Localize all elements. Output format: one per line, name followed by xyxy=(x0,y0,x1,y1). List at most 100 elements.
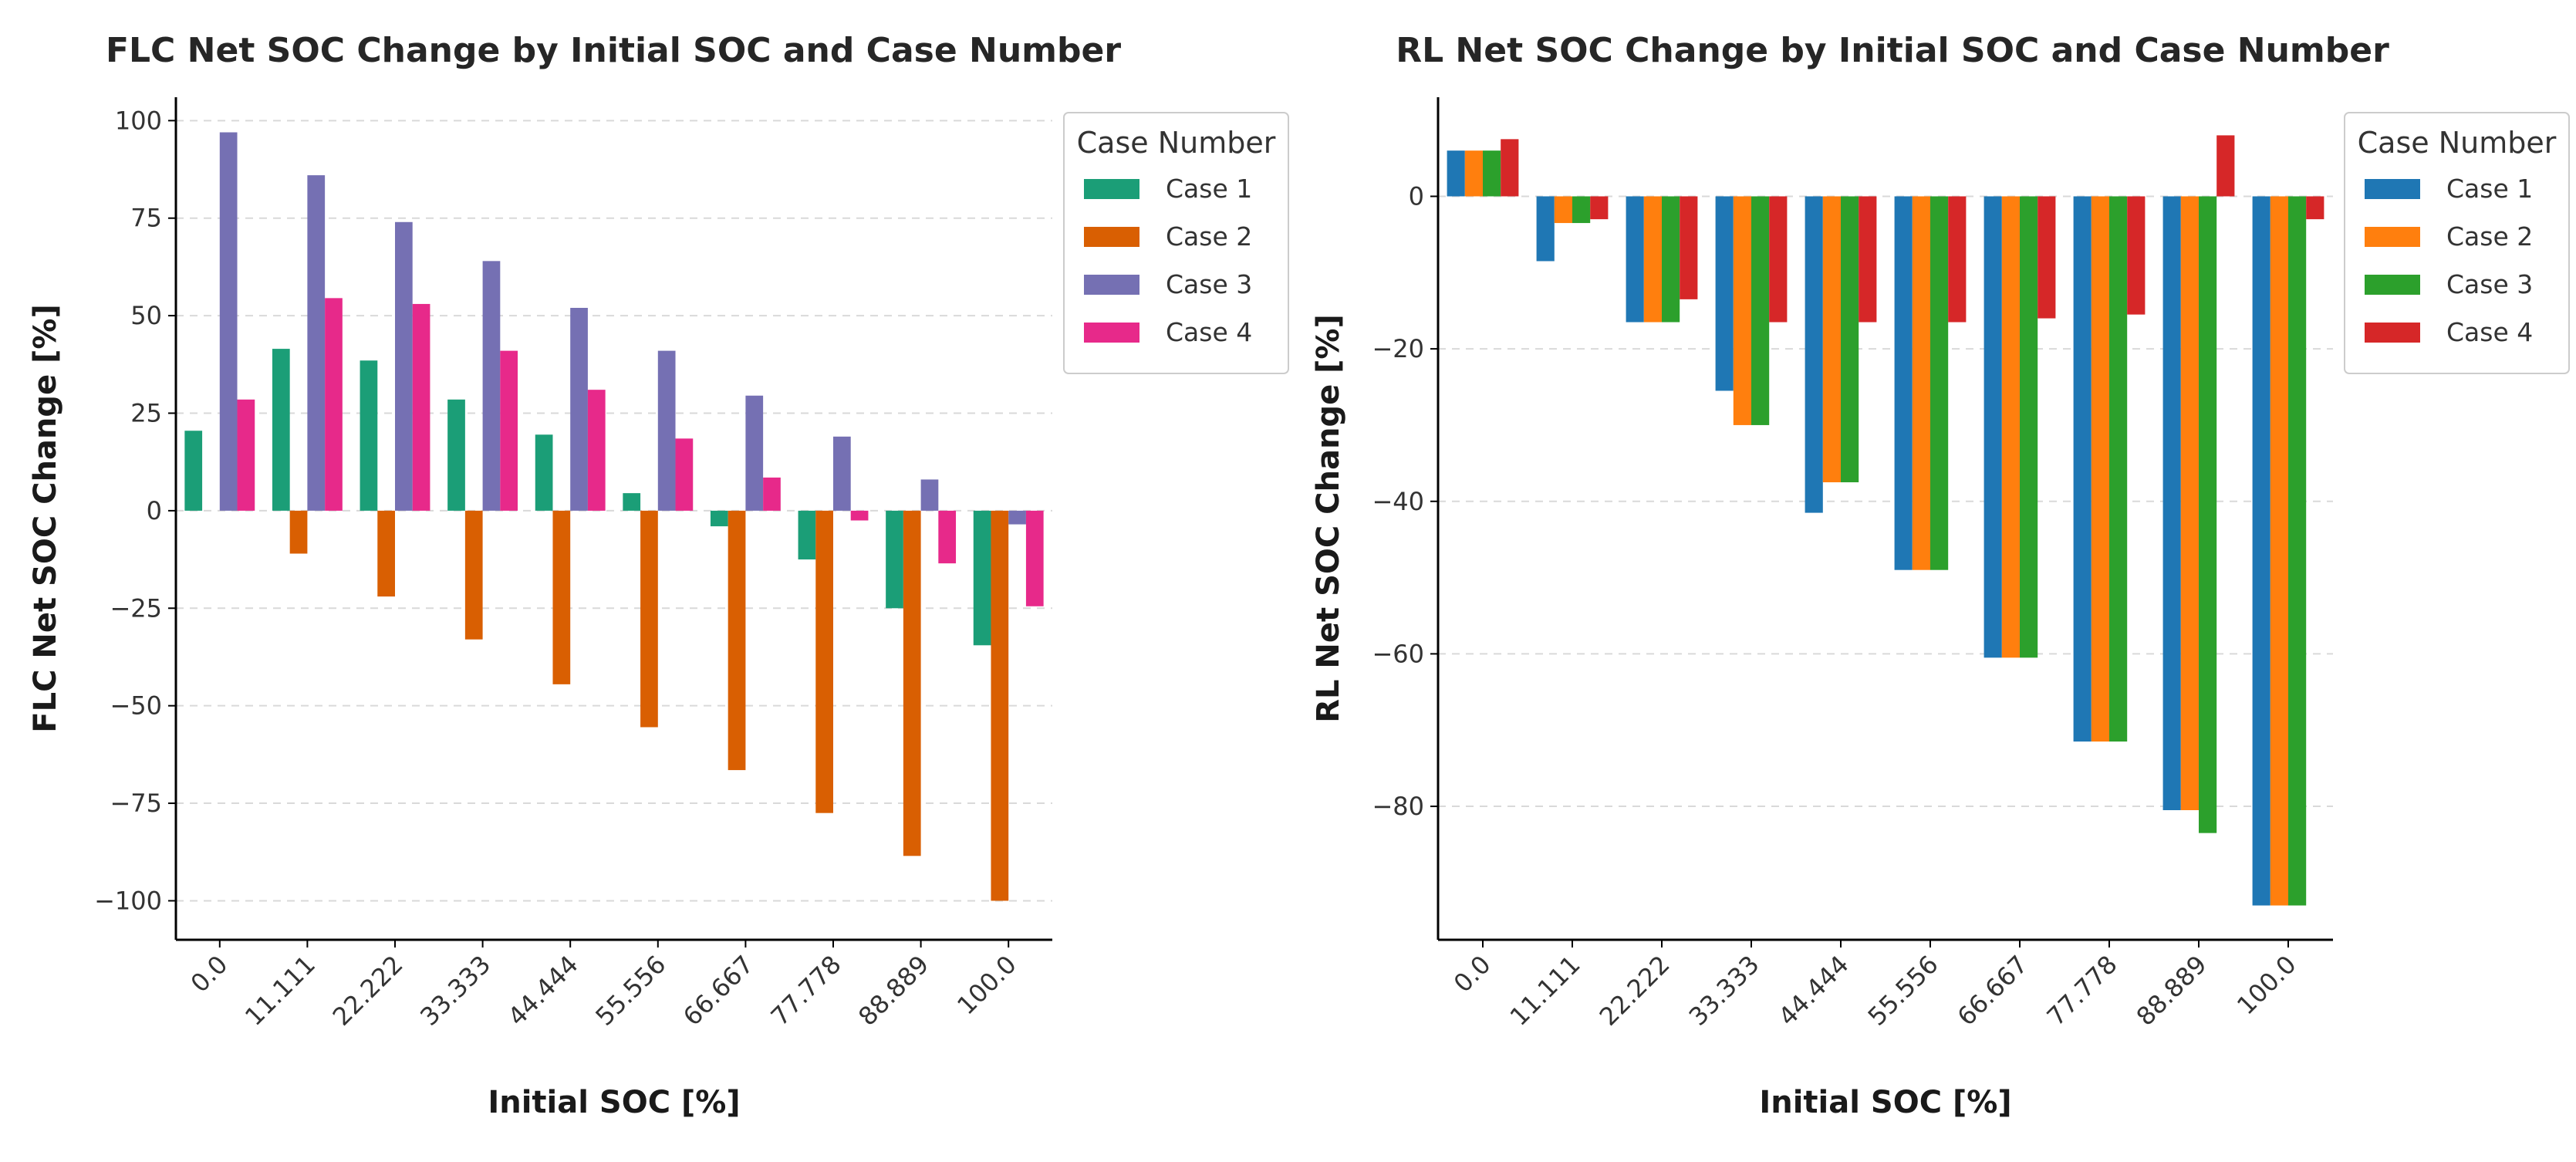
legend-frame xyxy=(2344,112,2570,374)
x-tick-label-7: 77.778 xyxy=(765,950,847,1032)
x-tick-label-3: 33.333 xyxy=(1683,950,1765,1032)
bar-case-2-7 xyxy=(815,510,833,813)
bar-case-1-3 xyxy=(1715,196,1734,391)
bar-case-4-3 xyxy=(1769,196,1788,323)
bar-case-1-7 xyxy=(798,510,816,560)
bar-case-3-9 xyxy=(1008,510,1026,525)
x-tick-label-4: 44.444 xyxy=(1773,950,1855,1032)
bar-case-2-2 xyxy=(1643,196,1662,323)
bar-case-4-4 xyxy=(587,390,606,511)
x-tick-label-0: 0.0 xyxy=(185,950,234,998)
chart-title: RL Net SOC Change by Initial SOC and Cas… xyxy=(1396,31,2389,70)
bar-case-1-5 xyxy=(623,493,641,511)
x-tick-label-1: 11.111 xyxy=(239,950,321,1032)
bar-case-4-8 xyxy=(938,510,957,564)
bar-case-3-7 xyxy=(833,436,851,511)
bar-case-3-7 xyxy=(2109,196,2128,742)
y-tick-label-3: −60 xyxy=(1372,639,1424,668)
bar-case-3-4 xyxy=(1841,196,1859,483)
x-axis-label: Initial SOC [%] xyxy=(488,1085,740,1120)
chart-title: FLC Net SOC Change by Initial SOC and Ca… xyxy=(106,31,1121,70)
bar-case-2-5 xyxy=(1912,196,1930,570)
y-tick-label-5: −25 xyxy=(110,593,162,623)
bar-case-4-2 xyxy=(412,303,430,511)
bar-case-1-7 xyxy=(2073,196,2092,742)
x-tick-label-8: 88.889 xyxy=(2131,950,2213,1032)
bar-case-2-3 xyxy=(1733,196,1751,425)
x-tick-label-0: 0.0 xyxy=(1448,950,1497,998)
bar-case-2-7 xyxy=(2091,196,2109,742)
bar-case-4-4 xyxy=(1859,196,1877,323)
bar-case-2-2 xyxy=(377,510,395,597)
x-tick-label-2: 22.222 xyxy=(327,950,409,1032)
bar-case-3-0 xyxy=(1483,150,1501,197)
bar-case-4-1 xyxy=(325,298,343,511)
bar-case-1-1 xyxy=(1536,196,1555,262)
bar-case-2-9 xyxy=(991,510,1009,901)
bar-case-3-8 xyxy=(2199,196,2217,833)
x-tick-label-5: 55.556 xyxy=(1862,950,1944,1032)
legend-swatch-3 xyxy=(1084,275,1139,295)
legend-label-2: Case 2 xyxy=(2446,221,2533,252)
bar-case-1-8 xyxy=(886,510,903,609)
bar-case-3-9 xyxy=(2288,196,2307,906)
bar-case-4-7 xyxy=(2127,196,2146,315)
bar-case-4-7 xyxy=(850,510,869,521)
y-tick-label-7: −75 xyxy=(110,789,162,818)
x-tick-label-9: 100.0 xyxy=(951,950,1022,1021)
bar-case-2-3 xyxy=(464,510,483,640)
bar-case-4-6 xyxy=(2038,196,2056,319)
bar-case-3-5 xyxy=(657,350,676,511)
bar-case-3-8 xyxy=(920,479,939,511)
bar-case-4-1 xyxy=(1590,196,1609,220)
legend-label-4: Case 4 xyxy=(1166,317,1252,347)
y-tick-label-3: 25 xyxy=(130,399,162,428)
y-tick-label-1: −20 xyxy=(1372,334,1424,363)
rl-chart: 0 −20 −40 −60 −80 0.0 11.111 22.222 33.333 44.444… xyxy=(1311,31,2570,1120)
x-axis-label: Initial SOC [%] xyxy=(1759,1085,2011,1120)
bar-case-2-4 xyxy=(552,510,571,684)
bar-case-1-9 xyxy=(2252,196,2270,906)
legend-swatch-1 xyxy=(1084,179,1139,199)
bar-case-3-3 xyxy=(1751,196,1770,425)
y-tick-label-2: 50 xyxy=(130,301,162,330)
y-tick-label-1: 75 xyxy=(130,204,162,233)
legend-swatch-4 xyxy=(2365,323,2420,343)
x-tick-label-1: 11.111 xyxy=(1504,950,1586,1032)
bar-case-1-6 xyxy=(710,510,728,527)
bar-case-2-1 xyxy=(1554,196,1572,224)
x-tick-label-9: 100.0 xyxy=(2231,950,2302,1021)
legend-label-4: Case 4 xyxy=(2446,317,2533,347)
bar-case-2-8 xyxy=(2180,196,2199,810)
y-tick-label-6: −50 xyxy=(110,691,162,721)
bar-case-3-2 xyxy=(395,221,413,511)
legend-label-2: Case 2 xyxy=(1166,221,1252,252)
legend-label-1: Case 1 xyxy=(1166,174,1252,204)
y-tick-label-2: −40 xyxy=(1372,487,1424,516)
bar-case-4-0 xyxy=(237,399,255,511)
bar-case-2-8 xyxy=(903,510,921,856)
bar-case-2-5 xyxy=(640,510,658,728)
bar-case-2-1 xyxy=(289,510,308,554)
x-tick-label-2: 22.222 xyxy=(1594,950,1676,1032)
flc-chart: 100 75 50 25 0 −25 −50 −75 −100 0.0 11.111 22.222 33… xyxy=(28,31,1289,1120)
bar-case-1-2 xyxy=(1626,196,1644,323)
bar-case-1-6 xyxy=(1983,196,2002,658)
x-tick-label-4: 44.444 xyxy=(502,950,584,1032)
bar-case-4-9 xyxy=(2306,196,2324,220)
bar-case-3-3 xyxy=(482,261,501,511)
bar-case-1-2 xyxy=(360,360,378,511)
bar-case-4-8 xyxy=(2216,135,2235,197)
bar-case-4-2 xyxy=(1680,196,1698,299)
legend-swatch-1 xyxy=(2365,179,2420,199)
bar-case-4-9 xyxy=(1025,510,1044,606)
legend: Case Number Case 1 Case 2 Case 3 Case 4 xyxy=(2344,112,2570,374)
bar-case-1-1 xyxy=(272,349,290,511)
legend-frame xyxy=(1063,112,1289,374)
bar-case-1-5 xyxy=(1894,196,1913,570)
x-tick-label-6: 66.667 xyxy=(1952,950,2034,1032)
bar-case-3-4 xyxy=(570,308,588,511)
legend-swatch-3 xyxy=(2365,275,2420,295)
bar-case-4-5 xyxy=(675,438,694,511)
legend-title: Case Number xyxy=(1077,126,1276,160)
